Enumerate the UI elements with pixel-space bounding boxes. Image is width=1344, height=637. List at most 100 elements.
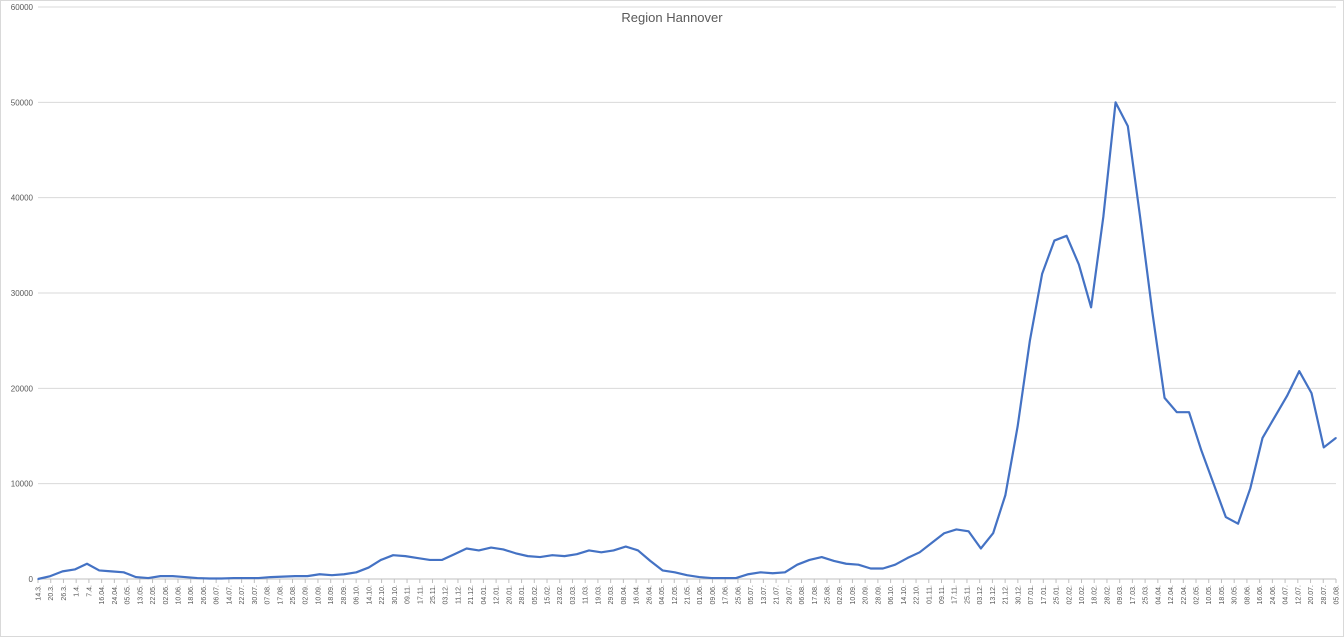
x-tick-label: 05.02.	[532, 585, 539, 605]
x-tick-label: 17.08.	[277, 585, 284, 605]
data-point	[1151, 311, 1154, 313]
series-layer	[37, 101, 1337, 581]
x-tick-label: 14.10.	[901, 585, 908, 605]
data-point	[649, 560, 652, 562]
x-tick-label: 09.11.	[939, 585, 946, 604]
x-tick-label: 10.06.	[175, 585, 182, 605]
data-point	[135, 576, 137, 578]
x-tick-label: 16.04.	[634, 585, 641, 605]
data-point	[331, 574, 333, 576]
x-tick-label: 28.09.	[875, 585, 882, 605]
x-tick-label: 04.07.	[1283, 585, 1290, 605]
data-point	[380, 559, 382, 561]
x-tick-label: 25.11.	[964, 585, 971, 604]
x-tick-label: 06.07.	[214, 585, 221, 605]
data-point	[1090, 306, 1092, 309]
data-point	[710, 577, 713, 579]
x-tick-label: 04.01.	[481, 585, 488, 605]
data-point	[612, 549, 615, 552]
x-tick-label: 06.08.	[799, 585, 806, 605]
data-point	[318, 573, 321, 576]
x-tick-label: 18.05.	[1219, 585, 1226, 605]
data-point	[980, 547, 982, 550]
x-tick-label: 17.08.	[812, 585, 819, 605]
data-point	[1188, 411, 1190, 413]
x-tick-label: 04.04.	[1155, 585, 1162, 605]
x-tick-label: 05.08.	[1334, 585, 1341, 605]
x-tick-label: 16.06.	[1257, 585, 1264, 605]
data-point	[931, 541, 933, 544]
data-point	[759, 571, 762, 574]
x-tick-label: 09.03.	[1117, 585, 1124, 605]
x-tick-label: 21.12.	[1003, 585, 1010, 605]
x-tick-label: 18.02.	[1092, 585, 1099, 605]
x-tick-label: 14.07.	[226, 585, 233, 605]
x-tick-label: 18.09.	[328, 585, 335, 605]
data-point	[1335, 437, 1337, 439]
data-point	[735, 577, 737, 579]
x-tick-label: 24.06.	[1270, 585, 1277, 605]
x-tick-label: 22.05.	[150, 585, 157, 605]
data-point	[563, 555, 566, 557]
data-point	[1114, 101, 1117, 104]
x-tick-label: 25.11.	[430, 585, 437, 604]
chart-title: Region Hannover	[621, 10, 723, 25]
data-point	[698, 576, 701, 578]
data-point	[245, 577, 247, 579]
x-tick-label: 08.04.	[621, 585, 628, 605]
data-point	[894, 563, 896, 566]
data-point	[1286, 395, 1288, 397]
data-point	[184, 576, 186, 578]
x-tick-label: 25.06.	[735, 585, 742, 605]
x-tick-label: 02.09.	[837, 585, 844, 605]
y-axis: 0 10000 20000 30000 40000 50000 60000	[11, 3, 34, 584]
data-point	[1212, 482, 1215, 485]
x-tick-label: 28.09.	[341, 585, 348, 605]
data-point	[233, 577, 235, 579]
y-tick-label: 20000	[11, 384, 34, 393]
x-tick-label: 1.4.	[74, 585, 81, 597]
data-point	[257, 577, 260, 579]
data-point	[282, 575, 284, 578]
data-point	[220, 577, 223, 580]
data-point	[306, 575, 309, 577]
y-tick-label: 10000	[11, 480, 34, 489]
x-tick-label: 25.01.	[1054, 585, 1061, 605]
data-point	[392, 554, 394, 556]
x-tick-label: 26.3.	[61, 585, 68, 601]
data-point	[294, 575, 296, 577]
x-tick-label: 20.3.	[48, 585, 55, 601]
data-point	[404, 555, 407, 557]
y-tick-label: 0	[29, 575, 34, 584]
data-point	[1310, 392, 1313, 394]
data-point	[869, 567, 872, 570]
series-line	[37, 101, 1337, 581]
data-point	[416, 557, 419, 559]
x-tick-label: 25.03.	[1143, 585, 1150, 605]
data-point	[465, 547, 468, 550]
data-point	[73, 568, 76, 571]
x-tick-label: 02.02.	[1066, 585, 1073, 605]
data-point	[98, 569, 101, 572]
data-point	[771, 572, 774, 575]
data-point	[49, 575, 52, 577]
data-point	[1176, 411, 1178, 413]
x-tick-label: 7.4.	[86, 585, 93, 597]
x-tick-label: 16.04.	[99, 585, 106, 605]
x-tick-label: 10.02.	[1079, 585, 1086, 605]
data-point	[367, 566, 370, 569]
data-point	[661, 569, 664, 572]
x-tick-label: 25.08.	[290, 585, 297, 605]
data-point	[1139, 215, 1141, 218]
x-tick-label: 10.05.	[1206, 585, 1213, 605]
x-tick-label: 15.02.	[545, 585, 552, 605]
data-point	[624, 545, 627, 548]
grid-lines	[38, 6, 1336, 580]
x-tick-label: 28.02.	[1104, 585, 1111, 605]
x-tick-label: 05.07.	[748, 585, 755, 605]
data-point	[514, 552, 517, 555]
data-point	[1016, 425, 1019, 428]
x-tick-label: 30.07.	[252, 585, 259, 605]
x-tick-label: 12.01.	[494, 585, 501, 605]
